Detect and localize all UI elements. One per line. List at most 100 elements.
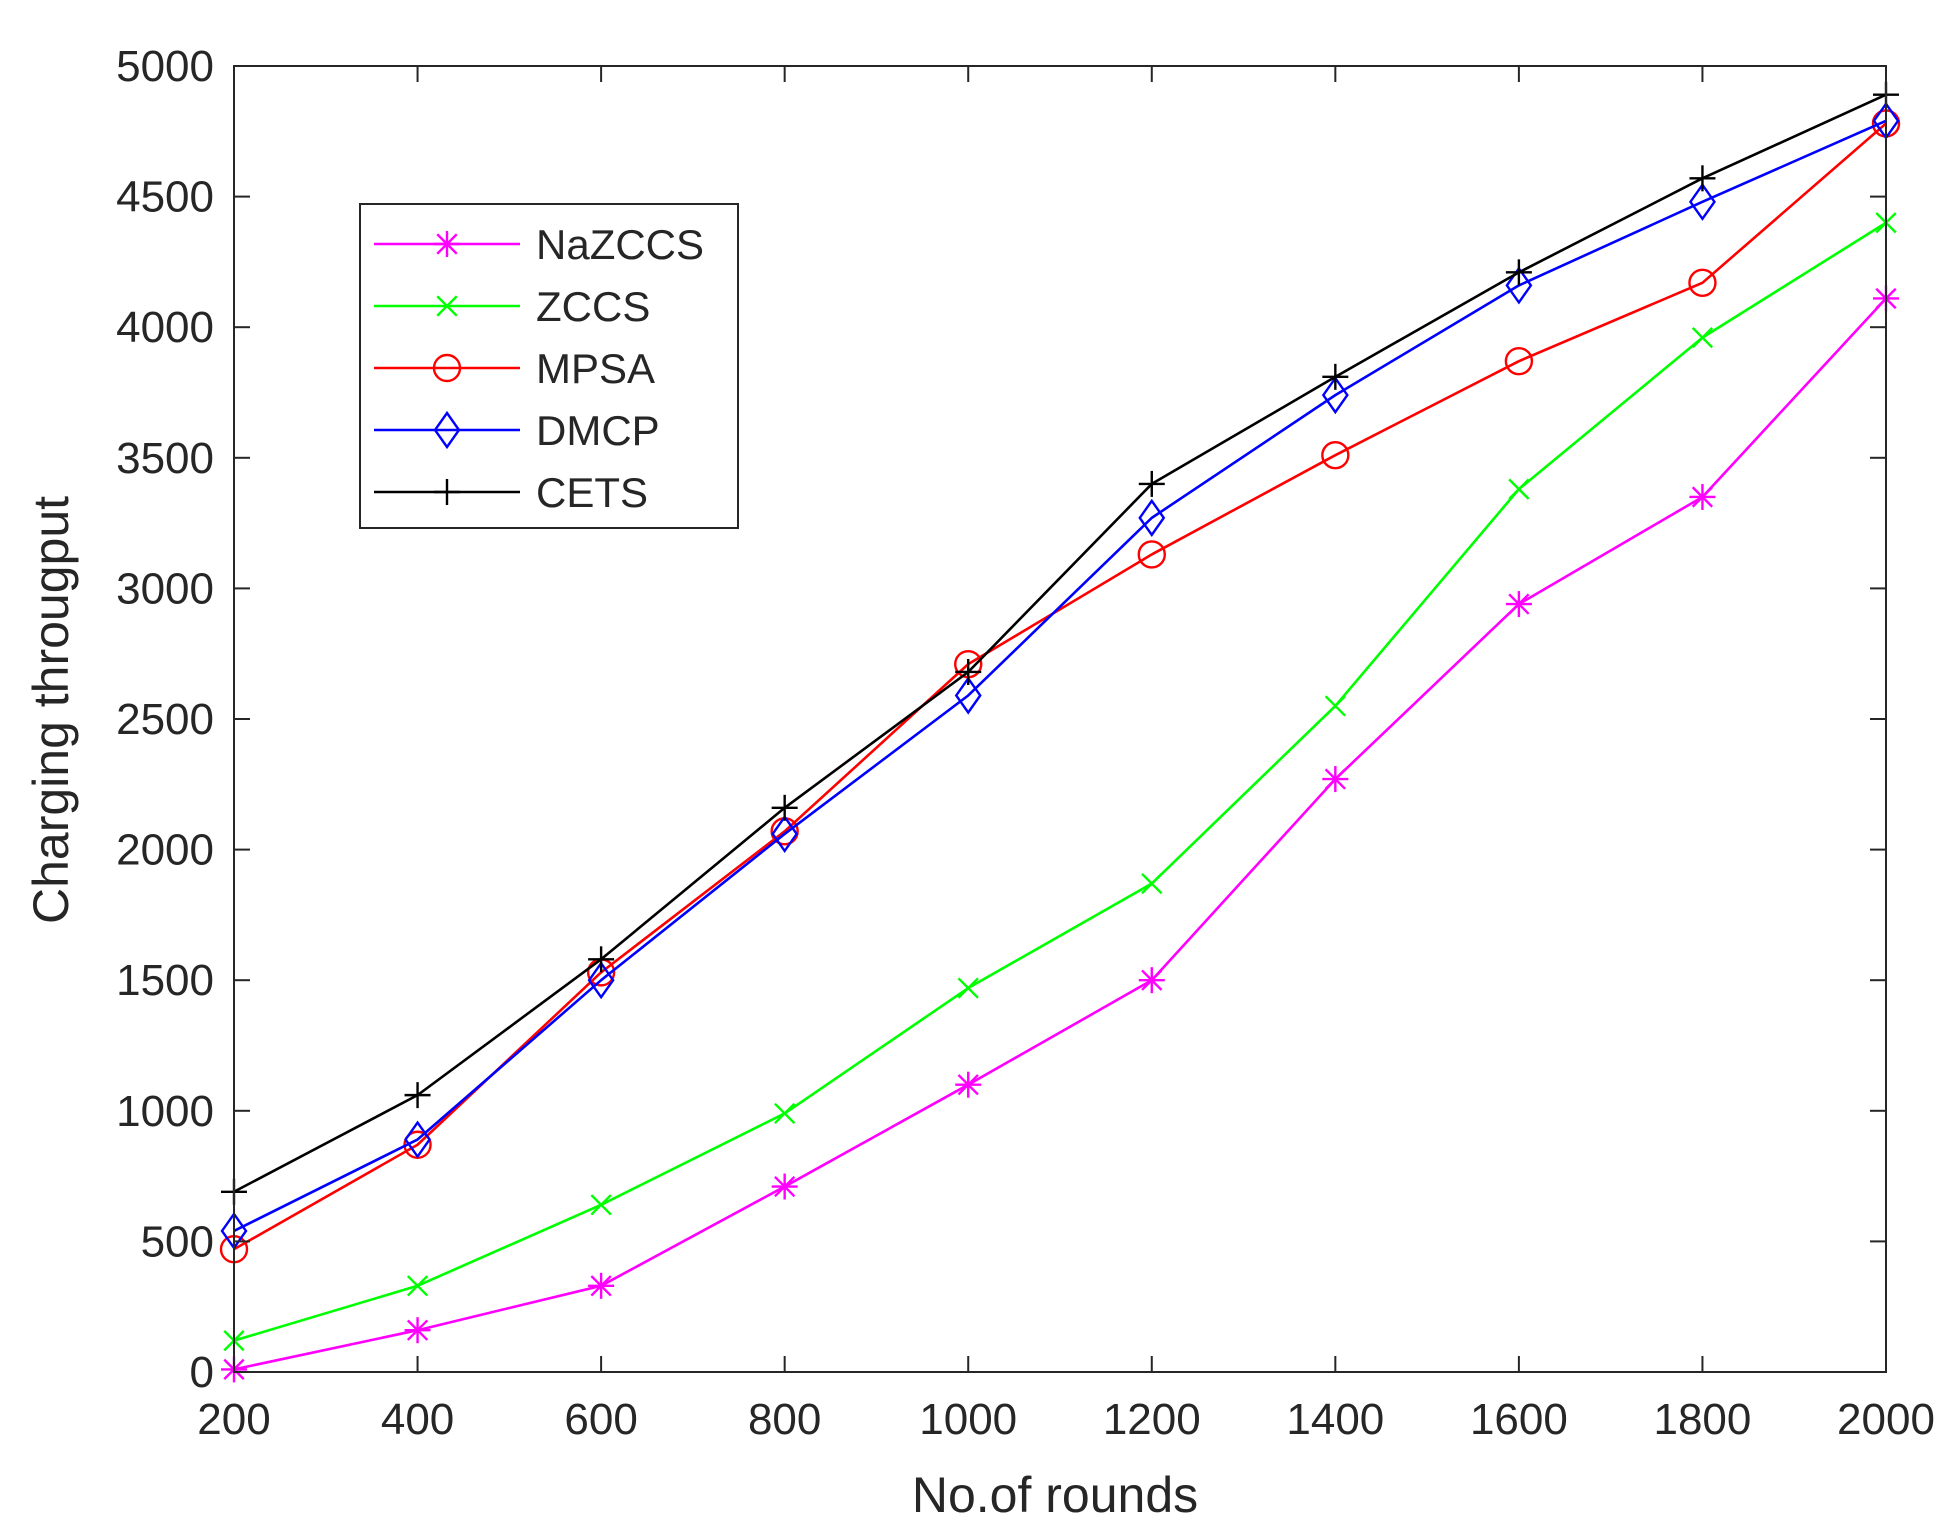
- y-tick-label: 0: [190, 1348, 214, 1397]
- legend-label: CETS: [536, 469, 648, 516]
- legend-item-zccs: ZCCS: [374, 283, 650, 330]
- x-tick-label: 1800: [1653, 1395, 1751, 1444]
- data-point-zccs: [1141, 872, 1163, 895]
- marker-circle: [1688, 268, 1717, 297]
- marker-stroke: [1508, 478, 1530, 500]
- marker-stroke: [406, 1319, 429, 1341]
- data-point-cets: [588, 946, 615, 973]
- series-nazccs: [221, 285, 1899, 1383]
- data-point-nazccs: [955, 1071, 982, 1098]
- marker-stroke: [1141, 969, 1163, 991]
- data-point-zccs: [957, 977, 979, 999]
- marker-stroke: [590, 1275, 612, 1297]
- x-tick-label: 2000: [1837, 1395, 1935, 1444]
- y-tick-label: 2500: [116, 695, 214, 744]
- data-point-mpsa: [1137, 540, 1166, 569]
- x-tick-label: 200: [197, 1395, 270, 1444]
- legend-item-nazccs: NaZCCS: [374, 221, 704, 268]
- marker-circle: [1137, 540, 1166, 569]
- marker-diamond: [1505, 266, 1533, 305]
- data-point-dmcp: [1505, 266, 1533, 305]
- data-point-mpsa: [1321, 440, 1350, 470]
- marker-diamond: [954, 676, 982, 715]
- data-point-cets: [1689, 165, 1716, 192]
- y-axis-label: Charging througput: [23, 496, 79, 924]
- marker-stroke: [957, 1074, 979, 1096]
- marker-diamond: [587, 961, 615, 1000]
- legend: NaZCCS ZCCS MPSA DMCP CETS: [359, 203, 739, 529]
- y-tick-label: 5000: [116, 42, 214, 91]
- marker-stroke: [436, 295, 458, 317]
- data-point-dmcp: [954, 676, 982, 715]
- marker-stroke: [1141, 872, 1163, 895]
- legend-marker-nazccs: [434, 231, 460, 257]
- data-point-nazccs: [1322, 766, 1349, 793]
- data-point-cets: [955, 658, 982, 685]
- marker-diamond: [1138, 498, 1166, 537]
- legend-label: ZCCS: [536, 283, 650, 330]
- marker-circle: [1321, 440, 1350, 470]
- data-point-cets: [1138, 470, 1165, 497]
- marker-stroke: [774, 1102, 796, 1125]
- data-point-nazccs: [588, 1272, 615, 1299]
- data-point-dmcp: [404, 1120, 432, 1159]
- marker-circle: [1504, 346, 1534, 376]
- series-layer: [219, 81, 1901, 1383]
- marker-stroke: [957, 977, 979, 999]
- marker-diamond: [771, 814, 799, 854]
- series-line-zccs: [233, 221, 1887, 1342]
- data-point-nazccs: [1505, 591, 1532, 618]
- y-tick-label: 3500: [116, 434, 214, 483]
- marker-diamond: [1688, 182, 1716, 221]
- x-tick-label: 1200: [1103, 1395, 1201, 1444]
- marker-stroke: [1691, 486, 1714, 508]
- axes-layer: 200 400 600 800 1000 1200 1400 1600 1800 2000 0 500…: [116, 42, 1935, 1444]
- marker-stroke: [1691, 327, 1714, 349]
- y-tick-label: 2000: [116, 826, 214, 875]
- data-point-cets: [771, 794, 798, 821]
- data-point-cets: [1505, 259, 1532, 286]
- series-line-cets: [233, 93, 1887, 1193]
- x-tick-label: 400: [381, 1395, 454, 1444]
- legend-marker-dmcp: [433, 410, 461, 450]
- data-point-cets: [404, 1082, 431, 1109]
- marker-stroke: [1508, 593, 1530, 615]
- legend-box: [359, 203, 739, 529]
- marker-stroke: [406, 1275, 429, 1297]
- data-point-nazccs: [771, 1173, 798, 1200]
- series-dmcp: [220, 101, 1900, 1251]
- data-point-dmcp: [1688, 182, 1716, 221]
- data-point-mpsa: [1688, 268, 1717, 297]
- data-point-nazccs: [1138, 967, 1165, 994]
- series-line-nazccs: [233, 297, 1887, 1371]
- y-tick-label: 1000: [116, 1087, 214, 1136]
- series-line-dmcp: [233, 119, 1887, 1233]
- legend-marker-mpsa: [432, 353, 462, 383]
- data-point-mpsa: [1504, 346, 1534, 376]
- legend-label: MPSA: [536, 345, 655, 392]
- data-point-zccs: [406, 1275, 429, 1297]
- data-point-dmcp: [587, 961, 615, 1000]
- data-point-zccs: [1324, 695, 1346, 717]
- y-tick-label: 500: [141, 1217, 214, 1266]
- data-point-zccs: [774, 1102, 796, 1125]
- marker-stroke: [590, 1194, 612, 1216]
- legend-item-cets: CETS: [374, 469, 648, 516]
- legend-label: NaZCCS: [536, 221, 704, 268]
- marker-stroke: [1324, 695, 1346, 717]
- marker-circle: [432, 353, 462, 383]
- data-point-nazccs: [1689, 483, 1716, 510]
- x-tick-label: 1000: [919, 1395, 1017, 1444]
- x-tick-label: 1600: [1470, 1395, 1568, 1444]
- marker-stroke: [436, 233, 458, 255]
- data-point-dmcp: [1138, 498, 1166, 537]
- x-tick-label: 1400: [1286, 1395, 1384, 1444]
- data-point-zccs: [1691, 327, 1714, 349]
- data-point-dmcp: [1321, 376, 1349, 415]
- marker-diamond: [1321, 376, 1349, 415]
- data-point-nazccs: [404, 1317, 431, 1344]
- x-axis-label: No.of rounds: [912, 1467, 1198, 1523]
- y-tick-label: 3000: [116, 564, 214, 613]
- y-tick-label: 4000: [116, 303, 214, 352]
